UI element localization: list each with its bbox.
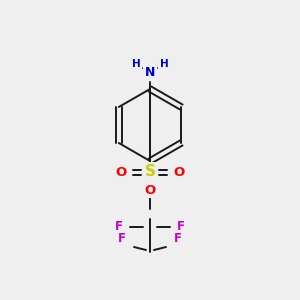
Text: H: H bbox=[160, 59, 168, 69]
Text: F: F bbox=[174, 232, 182, 244]
Text: F: F bbox=[177, 220, 185, 233]
Text: O: O bbox=[116, 166, 127, 178]
Text: O: O bbox=[173, 166, 184, 178]
Text: N: N bbox=[145, 65, 155, 79]
Text: O: O bbox=[144, 184, 156, 196]
Text: F: F bbox=[118, 232, 126, 244]
Text: F: F bbox=[115, 220, 123, 233]
Text: S: S bbox=[145, 164, 155, 179]
Text: H: H bbox=[132, 59, 140, 69]
